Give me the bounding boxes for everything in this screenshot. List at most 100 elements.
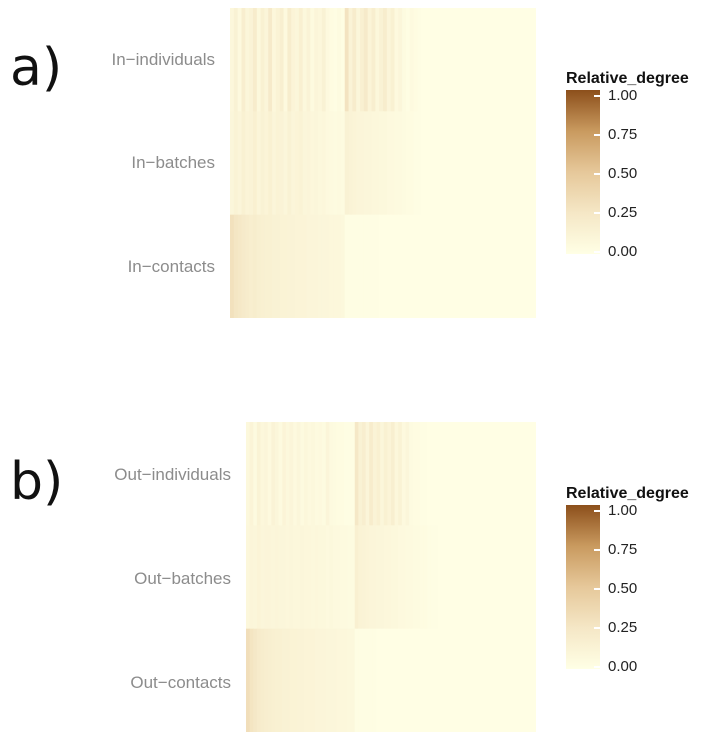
panel-b-cell-r0-c44 xyxy=(405,422,410,526)
panel-a-cell-r2-c33 xyxy=(356,214,361,318)
panel-a-cell-r0-c32 xyxy=(352,8,357,112)
panel-a-cell-r1-c39 xyxy=(379,111,384,216)
panel-a-cell-r1-c51 xyxy=(425,111,430,216)
panel-a-cell-r0-c44 xyxy=(398,8,403,112)
panel-b-cell-r1-c68 xyxy=(492,525,497,630)
panel-b-cell-r2-c19 xyxy=(314,628,320,732)
panel-a-cell-r1-c54 xyxy=(436,111,441,216)
panel-b-cell-r2-c33 xyxy=(365,628,370,732)
panel-a-cell-r0-c65 xyxy=(478,8,484,112)
panel-b-cell-r2-c58 xyxy=(456,628,461,732)
panel-a-cell-r0-c78 xyxy=(528,8,533,112)
panel-b-cell-r1-c75 xyxy=(517,525,523,630)
panel-b-cell-r2-c41 xyxy=(394,628,399,732)
panel-a-cell-r2-c31 xyxy=(348,214,353,318)
panel-a-cell-r2-c61 xyxy=(463,214,468,318)
panel-a-cell-r2-c17 xyxy=(295,214,300,318)
panel-a-cell-r0-c23 xyxy=(317,8,323,112)
panel-a-row-label-individuals: In−individuals xyxy=(111,50,216,69)
panel-a-cell-r2-c78 xyxy=(528,214,533,318)
panel-b-legend-tick-100: 1.00 xyxy=(608,502,638,519)
panel-b-cell-r1-c79 xyxy=(532,525,536,630)
panel-a-cell-r2-c54 xyxy=(436,214,441,318)
panel-a-cell-r1-c71 xyxy=(501,111,506,216)
panel-a-cell-r1-c59 xyxy=(455,111,461,216)
panel-a-cell-r0-c38 xyxy=(375,8,380,112)
panel-a-letter: a) xyxy=(10,38,63,98)
panel-a-cell-r2-c35 xyxy=(363,214,369,318)
panel-b-cell-r0-c16 xyxy=(304,422,309,526)
panel-a-cell-r1-c76 xyxy=(520,111,526,216)
panel-b-cell-r2-c72 xyxy=(507,628,512,732)
panel-b-cell-r0-c20 xyxy=(318,422,323,526)
panel-a-cell-r1-c38 xyxy=(375,111,380,216)
panel-b-cell-r1-c5 xyxy=(264,525,269,630)
panel-b-cell-r0-c78 xyxy=(528,422,533,526)
panel-b-cell-r0-c6 xyxy=(267,422,272,526)
panel-a-cell-r2-c12 xyxy=(275,214,281,318)
panel-b-cell-r2-c65 xyxy=(481,628,486,732)
panel-b-cell-r2-c24 xyxy=(333,628,338,732)
panel-b-cell-r1-c78 xyxy=(528,525,533,630)
panel-a-cell-r2-c51 xyxy=(425,214,430,318)
panel-a-legend-tick-100: 1.00 xyxy=(608,87,638,104)
panel-b-cell-r0-c24 xyxy=(333,422,338,526)
panel-a-cell-r2-c9 xyxy=(264,214,269,318)
panel-b-cell-r0-c5 xyxy=(264,422,269,526)
panel-a-cell-r2-c48 xyxy=(413,214,419,318)
panel-b-cell-r0-c46 xyxy=(412,422,417,526)
panel-b-cell-r1-c14 xyxy=(296,525,301,630)
panel-b-cell-r2-c34 xyxy=(369,628,374,732)
panel-b-cell-r0-c11 xyxy=(285,422,291,526)
panel-b-cell-r1-c45 xyxy=(409,525,414,630)
panel-a-cell-r2-c47 xyxy=(409,214,415,318)
panel-a-cell-r1-c10 xyxy=(268,111,273,216)
panel-b-cell-r1-c22 xyxy=(325,525,330,630)
panel-b-cell-r2-c5 xyxy=(264,628,269,732)
panel-a-cell-r1-c21 xyxy=(310,111,315,216)
panel-b-cell-r0-c76 xyxy=(521,422,526,526)
panel-a-cell-r0-c19 xyxy=(302,8,308,112)
panel-b-cell-r2-c25 xyxy=(336,628,341,732)
panel-a-cell-r0-c12 xyxy=(275,8,281,112)
panel-a-cell-r2-c49 xyxy=(417,214,422,318)
panel-a-cell-r1-c18 xyxy=(298,111,304,216)
panel-b-cell-r0-c25 xyxy=(336,422,341,526)
panel-b-cell-r0-c61 xyxy=(467,422,472,526)
panel-b-cell-r2-c1 xyxy=(249,628,254,732)
panel-a-cell-r0-c41 xyxy=(386,8,392,112)
panel-a-cell-r2-c53 xyxy=(432,214,438,318)
panel-a-cell-r0-c69 xyxy=(493,8,499,112)
panel-b-legend-mark-050 xyxy=(594,588,600,590)
panel-a-cell-r0-c27 xyxy=(333,8,338,112)
panel-b-cell-r2-c10 xyxy=(282,628,287,732)
panel-b-cell-r0-c68 xyxy=(492,422,497,526)
panel-a-cell-r1-c29 xyxy=(340,111,346,216)
panel-a-cell-r2-c13 xyxy=(279,214,285,318)
panel-b-cell-r0-c45 xyxy=(409,422,414,526)
panel-b-cell-r2-c71 xyxy=(503,628,508,732)
panel-a-cell-r1-c45 xyxy=(402,111,407,216)
panel-b-cell-r2-c45 xyxy=(409,628,414,732)
panel-a-cell-r1-c78 xyxy=(528,111,533,216)
panel-a-cell-r0-c28 xyxy=(337,8,342,112)
panel-a-cell-r0-c64 xyxy=(474,8,480,112)
panel-a-cell-r2-c28 xyxy=(337,214,342,318)
panel-b-cell-r1-c32 xyxy=(362,525,367,630)
panel-b-cell-r2-c30 xyxy=(354,628,359,732)
panel-a-cell-r1-c40 xyxy=(383,111,388,216)
panel-b-cell-r0-c31 xyxy=(358,422,363,526)
panel-a-legend-mark-100 xyxy=(594,95,600,97)
panel-b-cell-r1-c24 xyxy=(333,525,338,630)
panel-b-cell-r0-c12 xyxy=(289,422,294,526)
panel-b-cell-r2-c8 xyxy=(275,628,280,732)
panel-a-cell-r0-c29 xyxy=(340,8,346,112)
panel-a-cell-r0-c16 xyxy=(291,8,296,112)
panel-b-cell-r0-c72 xyxy=(507,422,512,526)
panel-a-cell-r0-c74 xyxy=(513,8,518,112)
panel-b-cell-r1-c69 xyxy=(496,525,501,630)
panel-a-cell-r1-c44 xyxy=(398,111,403,216)
panel-a-cell-r0-c24 xyxy=(321,8,327,112)
panel-b-cell-r1-c13 xyxy=(293,525,298,630)
panel-b-cell-r2-c50 xyxy=(427,628,432,732)
